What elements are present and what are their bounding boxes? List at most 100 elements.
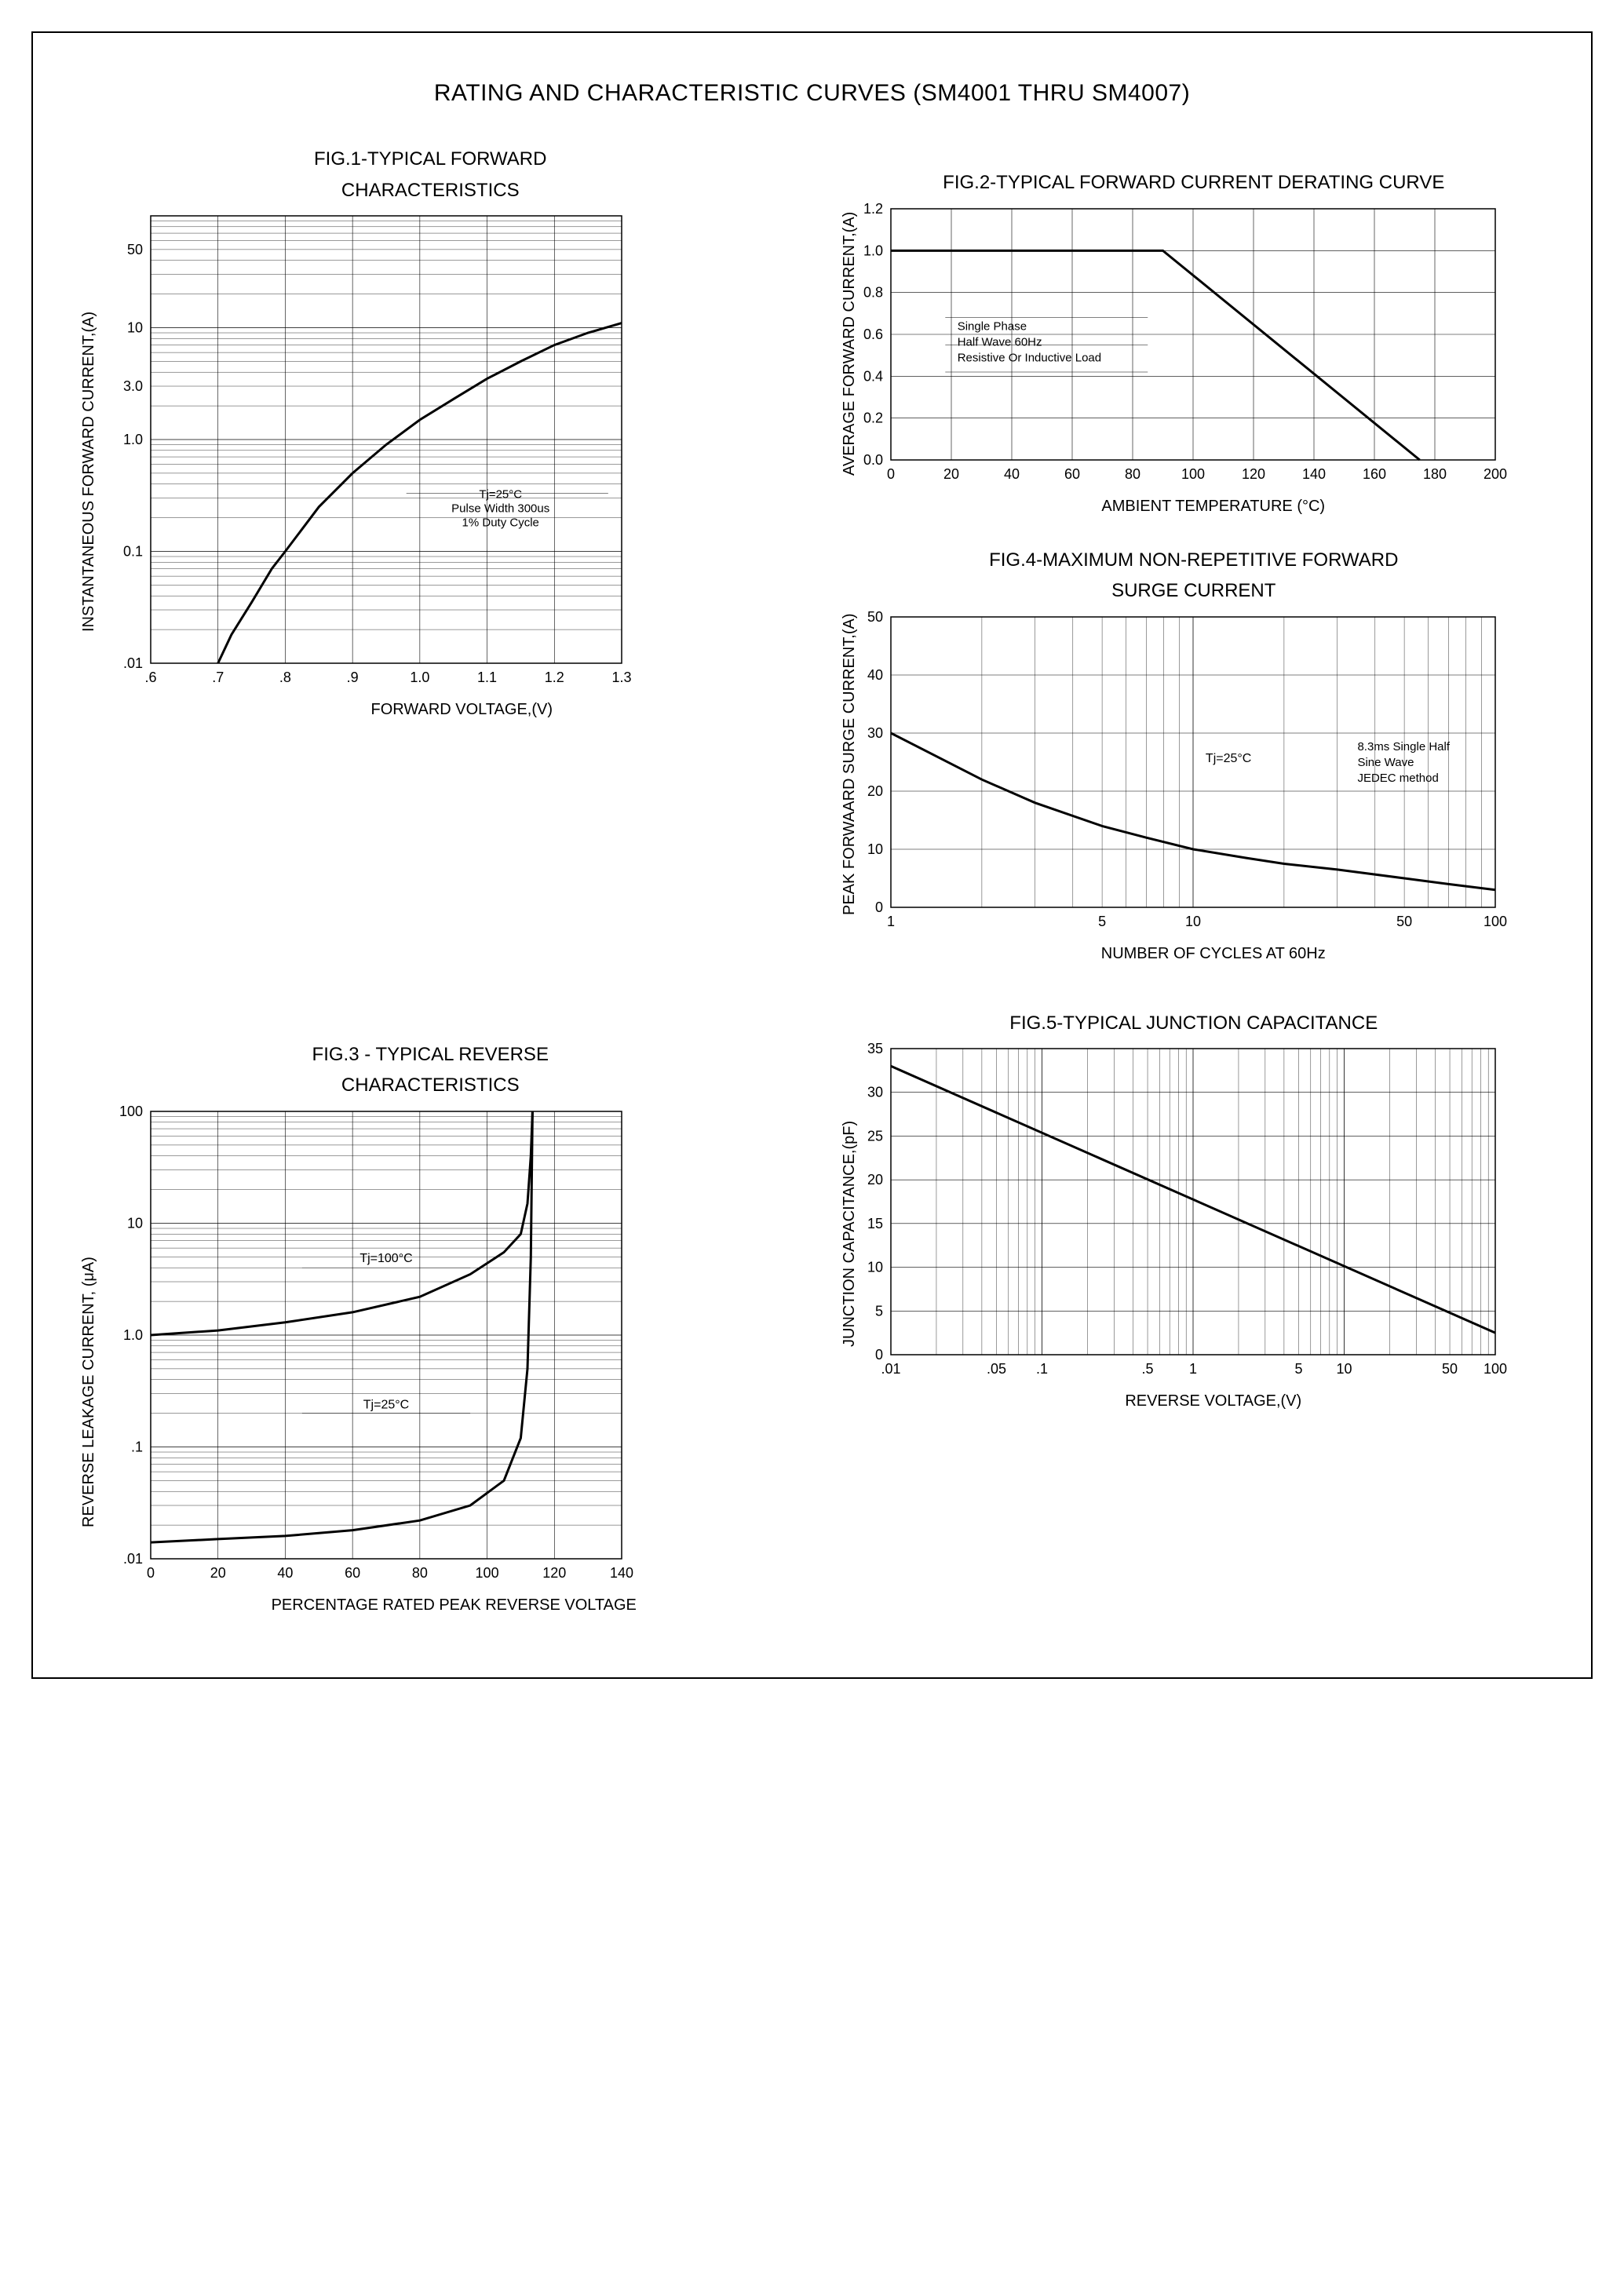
svg-text:.9: .9 bbox=[347, 670, 359, 685]
svg-text:20: 20 bbox=[867, 783, 882, 799]
svg-text:Sine Wave: Sine Wave bbox=[1357, 756, 1414, 769]
svg-text:.5: .5 bbox=[1141, 1361, 1153, 1377]
fig2-chart: 0204060801001201401601802000.00.20.40.60… bbox=[836, 201, 1511, 491]
fig3-chart: 020406080100120140.01.11.010100Tj=100°CT… bbox=[72, 1104, 637, 1590]
svg-text:0.2: 0.2 bbox=[863, 410, 882, 425]
svg-text:1.0: 1.0 bbox=[410, 670, 429, 685]
fig1-title-line2: CHARACTERISTICS bbox=[72, 177, 789, 204]
svg-text:50: 50 bbox=[1396, 914, 1412, 929]
svg-text:Tj=25°C: Tj=25°C bbox=[1205, 752, 1250, 765]
fig3-xlabel: PERCENTAGE RATED PEAK REVERSE VOLTAGE bbox=[119, 1596, 789, 1615]
svg-text:10: 10 bbox=[867, 1260, 882, 1275]
fig1-cell: FIG.1-TYPICAL FORWARD CHARACTERISTICS IN… bbox=[72, 146, 789, 963]
svg-text:.01: .01 bbox=[123, 655, 143, 671]
svg-text:40: 40 bbox=[277, 1565, 293, 1581]
svg-text:0.6: 0.6 bbox=[863, 327, 882, 342]
fig4-xlabel: NUMBER OF CYCLES AT 60Hz bbox=[875, 945, 1553, 963]
fig1-ylabel: INSTANTANEOUS FORWARD CURRENT,(A) bbox=[80, 312, 98, 632]
svg-text:1.3: 1.3 bbox=[611, 670, 631, 685]
svg-text:5: 5 bbox=[1098, 914, 1106, 929]
svg-text:30: 30 bbox=[867, 1085, 882, 1100]
fig5-xlabel: REVERSE VOLTAGE,(V) bbox=[875, 1392, 1553, 1410]
svg-text:.1: .1 bbox=[131, 1439, 143, 1454]
svg-text:30: 30 bbox=[867, 725, 882, 741]
fig2-cell: FIG.2-TYPICAL FORWARD CURRENT DERATING C… bbox=[836, 146, 1553, 963]
svg-text:40: 40 bbox=[867, 667, 882, 683]
svg-text:1.2: 1.2 bbox=[863, 201, 882, 217]
svg-text:1.0: 1.0 bbox=[863, 243, 882, 258]
svg-text:1.0: 1.0 bbox=[123, 432, 143, 447]
charts-grid: FIG.1-TYPICAL FORWARD CHARACTERISTICS IN… bbox=[72, 146, 1552, 1615]
svg-text:200: 200 bbox=[1483, 466, 1506, 482]
svg-text:140: 140 bbox=[1301, 466, 1325, 482]
svg-text:1.2: 1.2 bbox=[545, 670, 564, 685]
svg-text:1.0: 1.0 bbox=[123, 1327, 143, 1343]
svg-text:140: 140 bbox=[610, 1565, 633, 1581]
svg-text:80: 80 bbox=[412, 1565, 428, 1581]
fig3-title-line2: CHARACTERISTICS bbox=[72, 1072, 789, 1099]
fig2-title: FIG.2-TYPICAL FORWARD CURRENT DERATING C… bbox=[836, 170, 1553, 196]
svg-text:1: 1 bbox=[886, 914, 894, 929]
svg-text:10: 10 bbox=[127, 320, 143, 336]
fig1-title-line1: FIG.1-TYPICAL FORWARD bbox=[72, 146, 789, 173]
svg-text:120: 120 bbox=[542, 1565, 566, 1581]
svg-text:10: 10 bbox=[127, 1215, 143, 1231]
svg-text:180: 180 bbox=[1422, 466, 1446, 482]
svg-text:160: 160 bbox=[1362, 466, 1385, 482]
svg-text:50: 50 bbox=[867, 609, 882, 625]
fig2-xlabel: AMBIENT TEMPERATURE (°C) bbox=[875, 498, 1553, 516]
svg-text:0: 0 bbox=[886, 466, 894, 482]
main-title: RATING AND CHARACTERISTIC CURVES (SM4001… bbox=[72, 80, 1552, 107]
fig3-title-line1: FIG.3 - TYPICAL REVERSE bbox=[72, 1042, 789, 1068]
svg-text:20: 20 bbox=[210, 1565, 226, 1581]
fig4-chart: 15105010001020304050Tj=25°C8.3ms Single … bbox=[836, 609, 1511, 939]
fig4-ylabel: PEAK FORWAARD SURGE CURRENT,(A) bbox=[841, 613, 859, 914]
fig3-cell: FIG.3 - TYPICAL REVERSE CHARACTERISTICS … bbox=[72, 987, 789, 1615]
svg-text:.01: .01 bbox=[881, 1361, 900, 1377]
svg-text:10: 10 bbox=[1336, 1361, 1352, 1377]
svg-text:35: 35 bbox=[867, 1041, 882, 1056]
svg-text:0: 0 bbox=[874, 899, 882, 915]
svg-text:100: 100 bbox=[1483, 1361, 1506, 1377]
fig3-ylabel: REVERSE LEAKAGE CURRENT, (μA) bbox=[80, 1257, 98, 1527]
fig2-ylabel: AVERAGE FORWARD CURRENT,(A) bbox=[841, 211, 859, 475]
fig5-ylabel: JUNCTION CAPACITANCE,(pF) bbox=[841, 1121, 859, 1347]
page-frame: RATING AND CHARACTERISTIC CURVES (SM4001… bbox=[31, 31, 1593, 1679]
svg-text:100: 100 bbox=[119, 1104, 143, 1119]
fig4-title-line1: FIG.4-MAXIMUM NON-REPETITIVE FORWARD bbox=[836, 547, 1553, 574]
svg-text:0.0: 0.0 bbox=[863, 452, 882, 468]
svg-text:5: 5 bbox=[874, 1304, 882, 1319]
svg-text:Pulse Width 300us: Pulse Width 300us bbox=[451, 502, 549, 516]
svg-text:20: 20 bbox=[867, 1173, 882, 1188]
svg-text:1.1: 1.1 bbox=[477, 670, 497, 685]
fig5-title: FIG.5-TYPICAL JUNCTION CAPACITANCE bbox=[836, 1010, 1553, 1037]
fig4-title-line2: SURGE CURRENT bbox=[836, 578, 1553, 604]
svg-text:100: 100 bbox=[1181, 466, 1204, 482]
svg-text:8.3ms Single Half: 8.3ms Single Half bbox=[1357, 740, 1450, 753]
svg-text:Tj=25°C: Tj=25°C bbox=[363, 1399, 409, 1412]
svg-text:80: 80 bbox=[1124, 466, 1140, 482]
svg-text:3.0: 3.0 bbox=[123, 378, 143, 394]
svg-text:10: 10 bbox=[1184, 914, 1200, 929]
svg-text:1% Duty Cycle: 1% Duty Cycle bbox=[462, 516, 539, 530]
svg-text:0: 0 bbox=[147, 1565, 155, 1581]
svg-text:Tj=100°C: Tj=100°C bbox=[359, 1252, 412, 1265]
svg-text:0.8: 0.8 bbox=[863, 284, 882, 300]
fig1-xlabel: FORWARD VOLTAGE,(V) bbox=[135, 701, 789, 719]
svg-text:20: 20 bbox=[943, 466, 958, 482]
svg-text:0.4: 0.4 bbox=[863, 368, 882, 384]
svg-text:.05: .05 bbox=[987, 1361, 1006, 1377]
svg-text:10: 10 bbox=[867, 841, 882, 857]
svg-text:0.1: 0.1 bbox=[123, 544, 143, 560]
svg-text:.7: .7 bbox=[212, 670, 224, 685]
svg-text:50: 50 bbox=[127, 242, 143, 257]
svg-text:1: 1 bbox=[1188, 1361, 1196, 1377]
svg-text:0: 0 bbox=[874, 1347, 882, 1363]
svg-text:60: 60 bbox=[345, 1565, 360, 1581]
svg-text:60: 60 bbox=[1064, 466, 1079, 482]
svg-text:100: 100 bbox=[476, 1565, 499, 1581]
fig1-chart: .6.7.8.91.01.11.21.3.010.11.03.01050Tj=2… bbox=[72, 208, 637, 695]
fig5-chart: .01.05.1.515105010005101520253035 bbox=[836, 1041, 1511, 1386]
svg-text:120: 120 bbox=[1241, 466, 1265, 482]
fig5-cell: FIG.5-TYPICAL JUNCTION CAPACITANCE JUNCT… bbox=[836, 987, 1553, 1615]
